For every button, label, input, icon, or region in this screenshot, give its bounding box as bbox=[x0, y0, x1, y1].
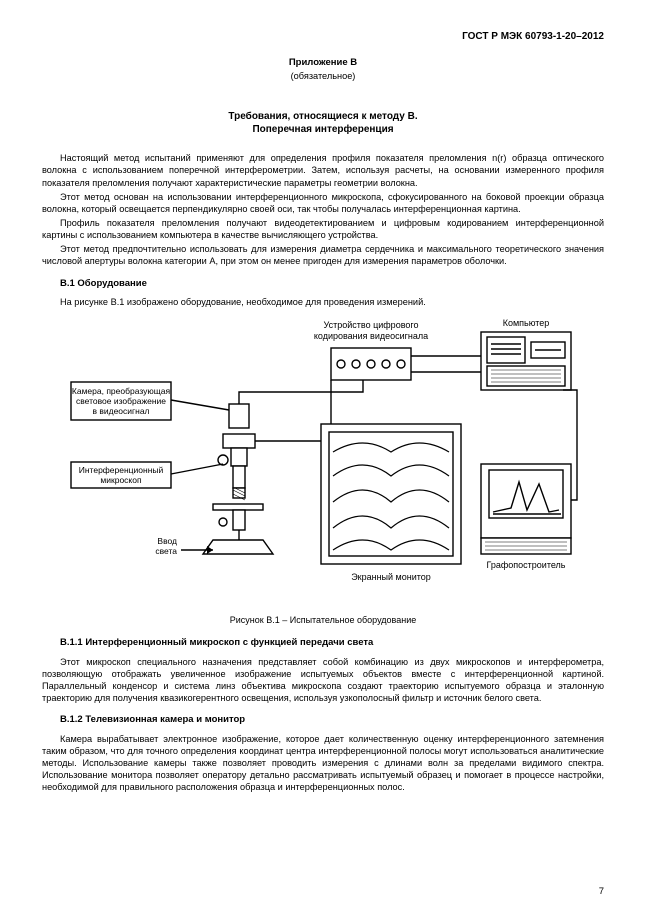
intro-paragraph: Профиль показателя преломления получают … bbox=[42, 217, 604, 241]
section-b1-text: На рисунке В.1 изображено оборудование, … bbox=[42, 296, 604, 308]
figure-b1: Устройство цифрового кодирования видеоси… bbox=[42, 314, 604, 609]
label-microscope-1: Интерференционный bbox=[79, 465, 164, 475]
label-microscope-2: микроскоп bbox=[100, 475, 142, 485]
label-encoder-1: Устройство цифрового bbox=[324, 320, 419, 330]
title-line-1: Требования, относящиеся к методу В. bbox=[42, 110, 604, 123]
label-encoder-2: кодирования видеосигнала bbox=[314, 331, 428, 341]
section-b11-text: Этот микроскоп специального назначения п… bbox=[42, 656, 604, 705]
appendix-label: Приложение В bbox=[42, 57, 604, 70]
label-light-2: света bbox=[155, 546, 177, 556]
section-b12-text: Камера вырабатывает электронное изображе… bbox=[42, 733, 604, 794]
label-camera-2: световое изображение bbox=[76, 396, 166, 406]
intro-paragraph: Этот метод основан на использовании инте… bbox=[42, 191, 604, 215]
title-line-2: Поперечная интерференция bbox=[42, 123, 604, 136]
section-heading-b11: В.1.1 Интерференционный микроскоп с функ… bbox=[60, 637, 604, 650]
label-camera-1: Камера, преобразующая bbox=[72, 386, 171, 396]
label-camera-3: в видеосигнал bbox=[92, 406, 149, 416]
intro-paragraph: Этот метод предпочтительно использовать … bbox=[42, 243, 604, 267]
page: ГОСТ Р МЭК 60793-1-20–2012 Приложение В … bbox=[0, 0, 646, 913]
label-monitor: Экранный монитор bbox=[351, 572, 431, 582]
label-plotter: Графопостроитель bbox=[487, 560, 566, 570]
label-light-1: Ввод bbox=[157, 536, 177, 546]
figure-caption: Рисунок В.1 – Испытательное оборудование bbox=[42, 615, 604, 627]
section-heading-b12: В.1.2 Телевизионная камера и монитор bbox=[60, 714, 604, 727]
page-number: 7 bbox=[599, 886, 604, 899]
appendix-kind: (обязательное) bbox=[42, 70, 604, 82]
intro-paragraph: Настоящий метод испытаний применяют для … bbox=[42, 152, 604, 188]
equipment-diagram-icon: Устройство цифрового кодирования видеоси… bbox=[63, 314, 583, 609]
label-computer: Компьютер bbox=[503, 318, 550, 328]
document-id: ГОСТ Р МЭК 60793-1-20–2012 bbox=[42, 30, 604, 43]
section-heading-b1: В.1 Оборудование bbox=[60, 278, 604, 291]
